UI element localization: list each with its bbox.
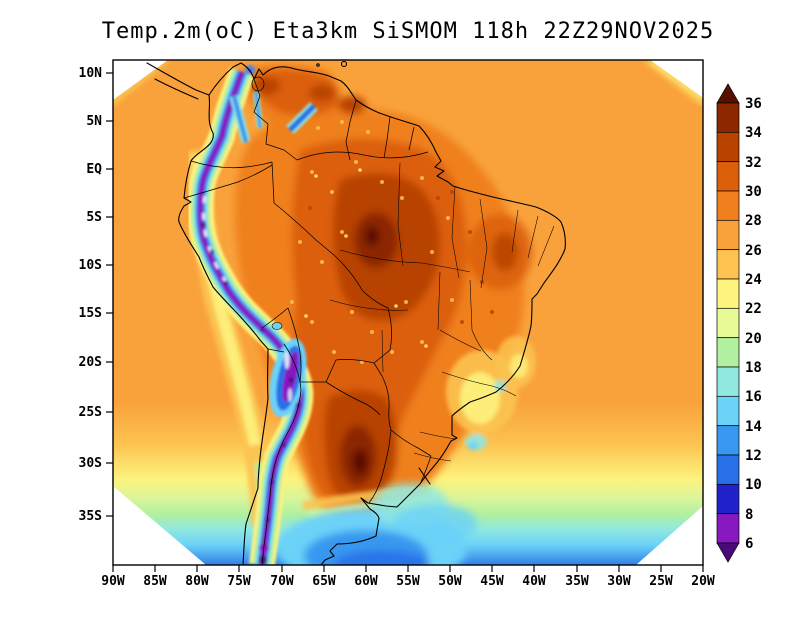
colorbar-label: 14 bbox=[745, 419, 762, 435]
lake-titicaca bbox=[271, 322, 283, 330]
colorbar-label: 28 bbox=[745, 213, 762, 229]
colorbar-label: 32 bbox=[745, 155, 762, 171]
lon-label: 85W bbox=[143, 574, 167, 589]
colorbar-label: 36 bbox=[745, 96, 762, 112]
country-borders bbox=[183, 78, 432, 566]
colorbar-cap-bottom bbox=[716, 542, 740, 563]
state-borders bbox=[329, 162, 555, 462]
lat-label: 5N bbox=[86, 114, 102, 129]
colorbar-cell bbox=[716, 190, 740, 221]
coastline bbox=[146, 60, 566, 566]
colorbar-cell bbox=[716, 337, 740, 368]
colorbar-label: 16 bbox=[745, 389, 762, 405]
colorbar-cell bbox=[716, 425, 740, 456]
lat-axis bbox=[106, 72, 113, 517]
warm-anomaly-blobs bbox=[234, 64, 532, 523]
colorbar-cell bbox=[716, 219, 740, 251]
lon-label: 90W bbox=[101, 574, 125, 589]
lat-label: EQ bbox=[86, 162, 102, 177]
southern-cold-airmass bbox=[277, 483, 477, 565]
colorbar-label: 30 bbox=[745, 184, 762, 200]
colorbar-label: 8 bbox=[745, 507, 753, 523]
lat-label: 35S bbox=[79, 509, 103, 524]
lat-label: 25S bbox=[79, 405, 103, 420]
temperature-field bbox=[113, 60, 703, 565]
colorbar-cell bbox=[716, 278, 740, 309]
lon-axis-labels: 90W 85W 80W 75W 70W 65W 60W 55W 50W 45W … bbox=[101, 574, 715, 589]
colorbar-cell bbox=[716, 454, 740, 485]
page-title: Temp.2m(oC) Eta3km SiSMOM 118h 22Z29NOV2… bbox=[102, 19, 715, 44]
lat-label: 30S bbox=[79, 456, 103, 471]
lon-label: 75W bbox=[227, 574, 251, 589]
lat-label: 10S bbox=[79, 258, 103, 273]
colorbar-label: 34 bbox=[745, 125, 762, 141]
lat-label: 5S bbox=[86, 210, 102, 225]
colorbar-label: 26 bbox=[745, 243, 762, 259]
colorbar-label: 22 bbox=[745, 301, 762, 317]
lake-maracaibo bbox=[251, 76, 265, 92]
colorbar-label: 12 bbox=[745, 448, 762, 464]
lon-label: 50W bbox=[438, 574, 462, 589]
colorbar-label: 6 bbox=[745, 536, 753, 552]
lon-label: 35W bbox=[565, 574, 589, 589]
colorbar-cell bbox=[716, 513, 740, 544]
colorbar-label: 24 bbox=[745, 272, 762, 288]
lat-label: 15S bbox=[79, 306, 103, 321]
lon-label: 60W bbox=[354, 574, 378, 589]
colorbar-cell bbox=[716, 161, 740, 192]
lat-label: 20S bbox=[79, 355, 103, 370]
lon-label: 30W bbox=[607, 574, 631, 589]
lon-label: 55W bbox=[396, 574, 420, 589]
lakes bbox=[251, 76, 283, 330]
lon-label: 40W bbox=[522, 574, 546, 589]
colorbar-cell bbox=[716, 102, 740, 133]
colorbar-cell bbox=[716, 249, 740, 280]
colorbar-cell bbox=[716, 395, 740, 427]
southeast-brazil-cool-patches bbox=[446, 336, 536, 450]
colorbar bbox=[716, 83, 740, 563]
colorbar-cell bbox=[716, 483, 740, 515]
lon-axis bbox=[112, 565, 704, 572]
lat-axis-labels: 10N 5N EQ 5S 10S 15S 20S 25S 30S 35S bbox=[79, 66, 103, 524]
colorbar-cap-top bbox=[716, 83, 740, 104]
lat-label: 10N bbox=[79, 66, 103, 81]
colorbar-cell bbox=[716, 131, 740, 163]
lon-label: 70W bbox=[270, 574, 294, 589]
colorbar-cell bbox=[716, 307, 740, 339]
speckle-texture bbox=[290, 120, 494, 364]
colorbar-labels: 36 34 32 30 28 26 24 22 20 18 16 14 12 1… bbox=[745, 96, 762, 552]
colorbar-cell bbox=[716, 366, 740, 397]
colorbar-label: 10 bbox=[745, 477, 762, 493]
colorbar-label: 20 bbox=[745, 331, 762, 347]
lon-label: 45W bbox=[480, 574, 504, 589]
lon-label: 65W bbox=[312, 574, 336, 589]
lon-label: 80W bbox=[185, 574, 209, 589]
colorbar-label: 18 bbox=[745, 360, 762, 376]
lon-label: 25W bbox=[649, 574, 673, 589]
lon-label: 20W bbox=[691, 574, 715, 589]
